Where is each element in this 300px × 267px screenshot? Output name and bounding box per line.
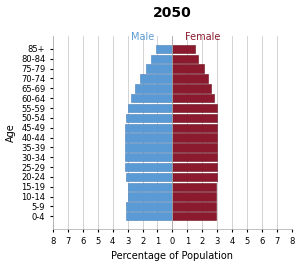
Bar	[172, 45, 195, 53]
Bar	[126, 202, 172, 211]
Bar	[135, 84, 172, 93]
Bar	[128, 183, 172, 191]
Bar	[172, 133, 217, 142]
Bar	[124, 133, 172, 142]
Bar	[172, 74, 208, 83]
Bar	[124, 163, 172, 171]
Bar	[172, 183, 216, 191]
Bar	[172, 153, 217, 162]
Bar	[172, 202, 216, 211]
X-axis label: Percentage of Population: Percentage of Population	[111, 252, 233, 261]
Bar	[172, 173, 217, 181]
Bar	[172, 143, 217, 152]
Bar	[126, 212, 172, 221]
Bar	[146, 64, 172, 73]
Bar	[172, 114, 217, 122]
Bar	[126, 173, 172, 181]
Bar	[172, 64, 204, 73]
Bar	[172, 104, 217, 112]
Bar	[156, 45, 172, 53]
Bar	[130, 94, 172, 102]
Bar	[128, 193, 172, 201]
Bar	[172, 94, 214, 102]
Y-axis label: Age: Age	[6, 123, 16, 142]
Bar	[124, 124, 172, 132]
Text: Male: Male	[131, 32, 154, 42]
Bar	[172, 163, 217, 171]
Bar	[172, 55, 198, 63]
Bar	[172, 212, 216, 221]
Bar	[140, 74, 172, 83]
Bar	[172, 124, 217, 132]
Title: 2050: 2050	[153, 6, 192, 19]
Text: Female: Female	[184, 32, 220, 42]
Bar	[126, 114, 172, 122]
Bar	[152, 55, 172, 63]
Bar	[124, 143, 172, 152]
Bar	[124, 153, 172, 162]
Bar	[172, 193, 216, 201]
Bar	[172, 84, 211, 93]
Bar	[128, 104, 172, 112]
